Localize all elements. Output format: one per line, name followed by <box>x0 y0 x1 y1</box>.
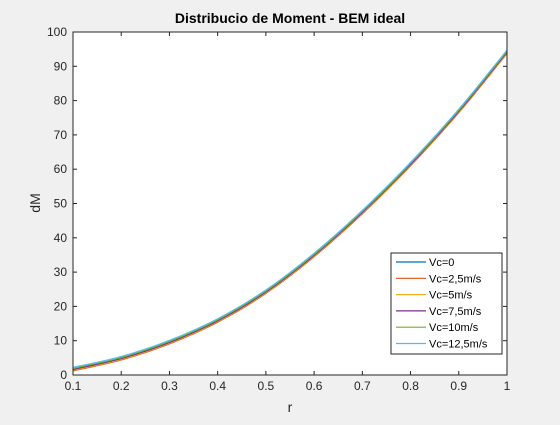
chart-title: Distribucio de Moment - BEM ideal <box>175 10 405 26</box>
y-tick-label: 50 <box>54 197 68 211</box>
series-line-5 <box>72 50 508 370</box>
x-tick-label: 0.9 <box>450 379 467 393</box>
y-tick-label: 90 <box>54 59 68 73</box>
y-tick-label: 0 <box>60 368 67 382</box>
y-tick-label: 40 <box>54 231 68 245</box>
y-axis-label: dM <box>27 193 43 212</box>
x-tick-label: 0.2 <box>113 379 130 393</box>
legend: Vc=0 Vc=2,5m/s Vc=5m/s Vc=7,5m/s Vc=10m/s Vc=… <box>390 252 503 355</box>
x-tick-label: 0.8 <box>402 379 419 393</box>
x-tick-label: 0.3 <box>161 379 178 393</box>
x-axis-label: r <box>288 399 293 415</box>
x-tick-label: 0.4 <box>209 379 226 393</box>
x-tick-label: 0.7 <box>354 379 371 393</box>
x-axis-ticks: 0.1 0.2 0.3 0.4 0.5 0.6 0.7 0.8 0.9 1 <box>65 32 511 393</box>
y-tick-label: 70 <box>54 128 68 142</box>
x-tick-label: 1 <box>504 379 511 393</box>
legend-label: Vc=10m/s <box>429 322 479 334</box>
legend-label: Vc=0 <box>429 257 454 269</box>
legend-label: Vc=7,5m/s <box>429 306 482 318</box>
legend-label: Vc=12,5m/s <box>429 339 488 351</box>
legend-box <box>390 252 503 355</box>
series-line-4 <box>72 51 508 371</box>
x-tick-label: 0.1 <box>65 379 82 393</box>
legend-label: Vc=2,5m/s <box>429 273 482 285</box>
y-tick-label: 10 <box>54 334 68 348</box>
y-tick-label: 30 <box>54 265 68 279</box>
y-tick-label: 100 <box>47 25 67 39</box>
y-tick-label: 20 <box>54 299 68 313</box>
y-tick-label: 60 <box>54 162 68 176</box>
y-tick-label: 80 <box>54 94 68 108</box>
axes-box <box>72 31 508 376</box>
series-line-6 <box>72 49 508 369</box>
x-tick-label: 0.5 <box>258 379 275 393</box>
series-lines <box>72 49 508 372</box>
x-tick-label: 0.6 <box>306 379 323 393</box>
y-axis-ticks: 0 10 20 30 40 50 60 70 80 90 100 <box>47 25 507 382</box>
legend-label: Vc=5m/s <box>429 290 473 302</box>
